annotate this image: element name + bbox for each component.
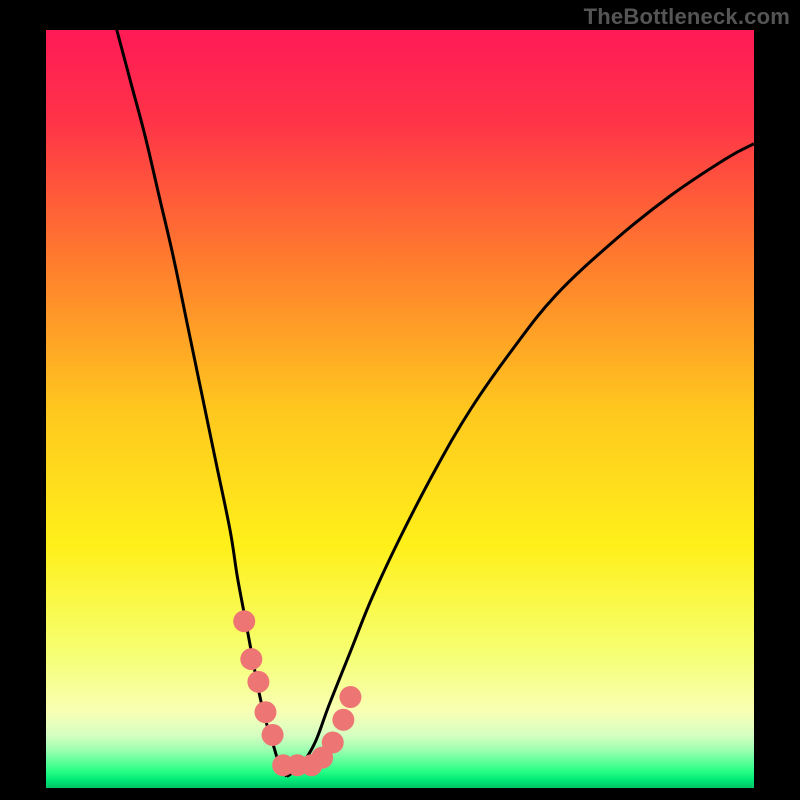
marker-point bbox=[240, 648, 262, 670]
marker-point bbox=[233, 610, 255, 632]
marker-point bbox=[332, 709, 354, 731]
marker-point bbox=[339, 686, 361, 708]
marker-point bbox=[322, 732, 344, 754]
plot-area bbox=[46, 30, 754, 788]
marker-point bbox=[254, 701, 276, 723]
gradient-background bbox=[46, 30, 754, 788]
marker-point bbox=[247, 671, 269, 693]
marker-point bbox=[262, 724, 284, 746]
watermark-text: TheBottleneck.com bbox=[584, 4, 790, 30]
bottleneck-chart bbox=[0, 0, 800, 800]
chart-container: TheBottleneck.com bbox=[0, 0, 800, 800]
